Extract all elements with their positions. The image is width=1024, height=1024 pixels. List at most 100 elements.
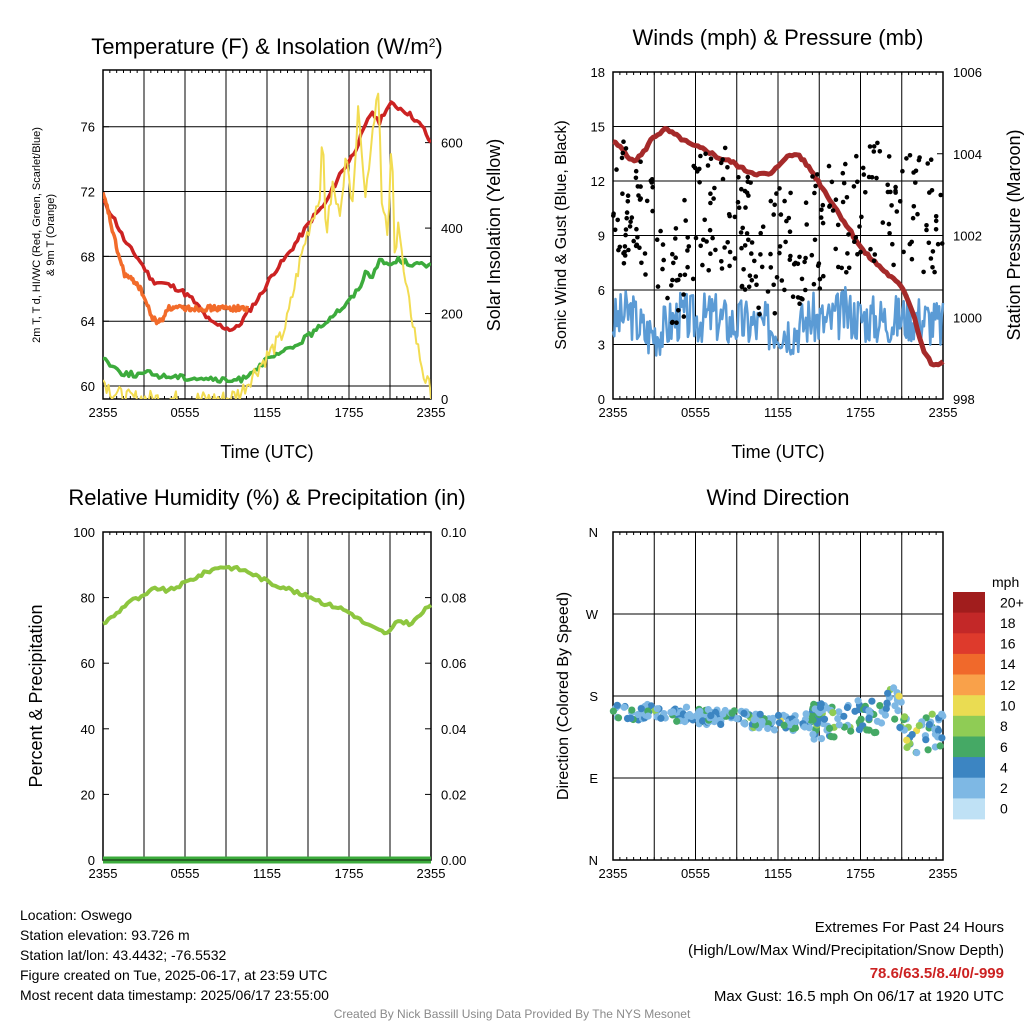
gust-point [749, 240, 755, 245]
gust-point [782, 287, 787, 293]
temp-x-tick-label: 2355 [417, 405, 446, 420]
direction-point [764, 724, 772, 733]
direction-point [704, 706, 712, 714]
temp-x-tick-label: 1155 [253, 405, 281, 420]
direction-point [802, 710, 810, 718]
direction-point [624, 715, 632, 723]
gust-point [673, 226, 679, 231]
gust-point [705, 163, 711, 168]
direction-point [897, 698, 905, 706]
rh-x-tick-label: 1155 [253, 866, 281, 881]
gust-point [868, 246, 873, 252]
gust-point [627, 224, 633, 229]
gust-point [735, 199, 741, 205]
gust-point [669, 283, 674, 288]
gust-point [665, 295, 670, 301]
gust-point [685, 235, 690, 240]
gust-point [660, 242, 666, 247]
gust-point [752, 258, 757, 264]
direction-point [881, 711, 890, 719]
created-text: Figure created on Tue, 2025-06-17, at 23… [20, 967, 328, 983]
gust-point [880, 220, 886, 225]
gust-point [817, 286, 823, 291]
temp-y2-tick-label: 200 [441, 307, 463, 322]
legend-label: 16 [1000, 636, 1016, 652]
temp-x-tick-label: 2355 [89, 405, 118, 420]
legend-label: 10 [1000, 698, 1016, 714]
direction-point [938, 710, 946, 718]
gust-point [748, 180, 753, 185]
gust-point [928, 256, 934, 261]
gust-point [913, 168, 919, 174]
gust-point [638, 184, 643, 189]
gust-point [745, 174, 751, 180]
dir-x-tick-label: 0555 [681, 866, 710, 881]
gust-point [783, 239, 788, 245]
gust-point [683, 218, 688, 223]
gust-point [702, 217, 707, 223]
gust-point [742, 287, 748, 292]
direction-point [657, 714, 665, 722]
gust-point [616, 247, 621, 253]
gust-point [719, 266, 725, 271]
direction-point [834, 715, 842, 723]
direction-point [865, 726, 873, 734]
gust-point [740, 225, 745, 231]
gust-point [815, 172, 820, 177]
gust-point [708, 191, 713, 196]
gust-point [698, 243, 703, 249]
gust-point [633, 175, 639, 181]
direction-point [786, 721, 794, 729]
direction-point [915, 722, 923, 730]
dir-x-tick-label: 1155 [764, 866, 792, 881]
gust-point [810, 174, 815, 179]
gust-point [813, 183, 818, 189]
direction-point [835, 708, 843, 716]
direction-point [681, 718, 689, 726]
gust-point [853, 235, 859, 240]
gust-point [782, 198, 787, 204]
gust-point [625, 193, 631, 198]
gust-point [788, 190, 793, 196]
direction-point [692, 712, 701, 720]
gust-point [650, 184, 655, 190]
gust-point [658, 228, 663, 234]
gust-point [855, 179, 860, 185]
gust-point [673, 255, 678, 260]
gust-point [811, 281, 817, 287]
dir-title: Wind Direction [706, 485, 849, 510]
gust-point [660, 266, 665, 272]
direction-point [883, 699, 891, 707]
gust-point [686, 244, 692, 249]
direction-point [857, 715, 865, 723]
gust-point [901, 249, 906, 255]
gust-point [939, 241, 945, 246]
gust-point [929, 188, 935, 193]
gust-point [631, 238, 636, 244]
temp-y2-tick-label: 0 [441, 392, 448, 407]
wind-y2-tick-label: 998 [953, 392, 975, 407]
gust-point [704, 239, 709, 244]
dir-y-tick-label: N [589, 525, 598, 540]
gust-point [706, 268, 711, 273]
gust-point [670, 277, 675, 283]
gust-point [804, 222, 809, 227]
rh-y-tick-label: 0 [88, 853, 95, 868]
gust-point [661, 257, 666, 263]
credit-text: Created By Nick Bassill Using Data Provi… [333, 1007, 691, 1021]
gust-point [821, 273, 826, 279]
direction-point [740, 719, 748, 727]
gust-point [812, 237, 818, 243]
gust-point [933, 214, 939, 219]
gust-point [614, 167, 619, 172]
gust-point [749, 251, 754, 256]
wind-y-tick-label: 0 [598, 392, 605, 407]
gust-point [624, 210, 630, 215]
gust-point [669, 320, 675, 326]
direction-point [770, 726, 779, 734]
gust-point [671, 260, 676, 266]
gust-point [933, 227, 939, 232]
temp-y2-tick-label: 400 [441, 221, 463, 236]
gust-point [756, 305, 761, 311]
gust-point [857, 224, 862, 229]
